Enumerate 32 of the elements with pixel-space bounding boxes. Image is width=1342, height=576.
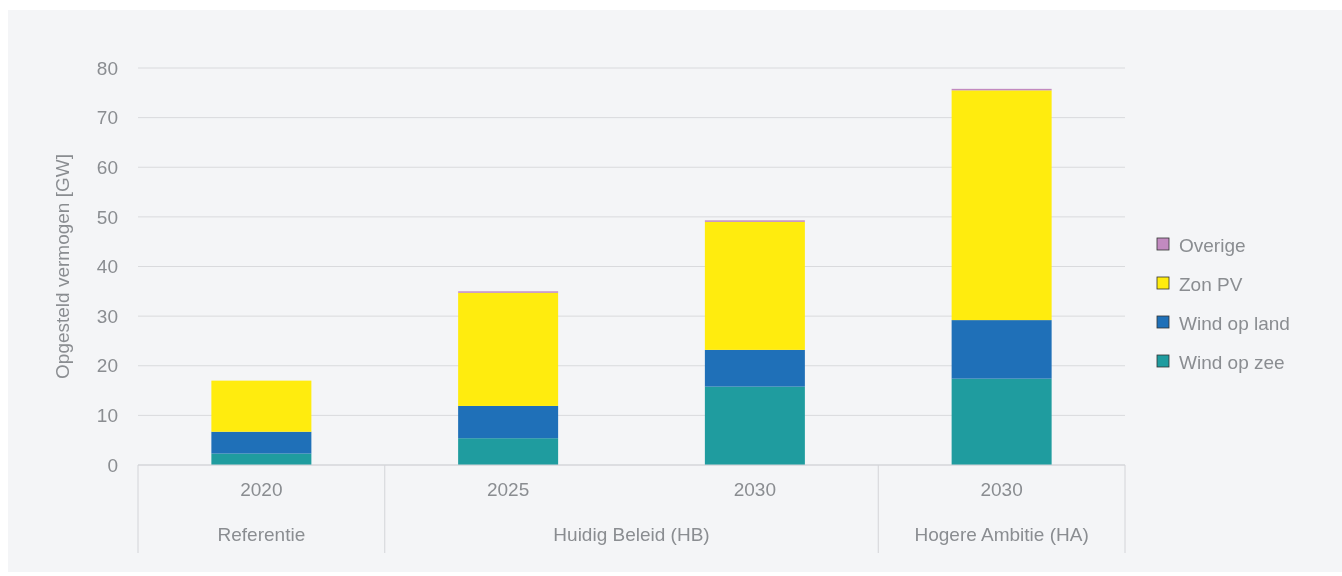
x-tick-label: 2025 <box>486 479 530 500</box>
y-tick-label: 30 <box>96 305 118 327</box>
legend-label: Overige <box>1179 234 1246 256</box>
bar <box>951 320 1052 379</box>
bar <box>211 380 312 432</box>
y-tick-label: 0 <box>107 454 118 476</box>
y-tick-label: 60 <box>96 156 118 178</box>
bar <box>704 221 805 350</box>
x-tick-label: 2020 <box>240 479 283 500</box>
legend-label: Zon PV <box>1179 273 1243 295</box>
bar <box>458 292 559 406</box>
legend-label: Wind op land <box>1179 312 1290 334</box>
text: Referentie <box>217 524 306 545</box>
x-tick-label: 2030 <box>980 479 1023 500</box>
bar <box>951 378 1052 465</box>
bar <box>458 405 559 439</box>
y-tick-label: 10 <box>96 405 118 427</box>
y-tick-label: 20 <box>96 355 118 377</box>
y-tick-label: 80 <box>96 57 118 79</box>
x-tick-label: 2030 <box>733 479 777 500</box>
bar <box>704 386 805 465</box>
bar <box>211 431 312 454</box>
y-tick-label: 70 <box>96 107 118 129</box>
y-axis-title: Opgesteld vermogen [GW] <box>52 154 73 379</box>
y-tick-label: 50 <box>96 206 118 228</box>
text: Huidig Beleid (HB) <box>553 524 710 545</box>
legend-label: Wind op zee <box>1179 351 1285 373</box>
bar <box>704 349 805 387</box>
bar <box>458 438 559 465</box>
text: Hogere Ambitie (HA) <box>914 524 1089 545</box>
bar <box>951 90 1052 321</box>
y-tick-label: 40 <box>96 256 118 278</box>
